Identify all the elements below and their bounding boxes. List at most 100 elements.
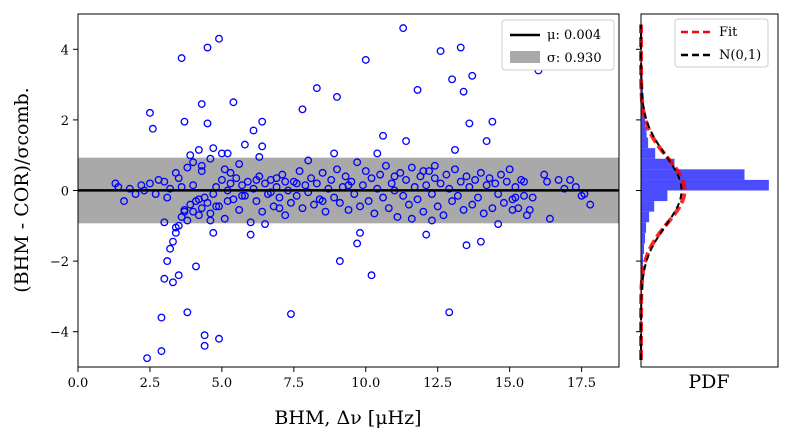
scatter-point	[335, 257, 344, 266]
scatter-point	[243, 177, 252, 186]
scatter-panel: 0.0 2.5 5.0 7.5 10.0 12.5 15.0 17.5 −4 −2 0 2 4 BHM…	[11, 13, 620, 429]
main-legend: μ: 0.004 σ: 0.930	[501, 19, 615, 71]
y-tick-label: −2	[50, 255, 69, 270]
scatter-point	[396, 168, 405, 177]
scatter-point	[459, 87, 468, 96]
scatter-point	[169, 237, 177, 246]
histogram-bar	[641, 328, 643, 339]
scatter-point	[232, 174, 241, 183]
scatter-point	[209, 228, 218, 237]
scatter-point	[197, 204, 206, 213]
scatter-point	[367, 174, 376, 183]
scatter-point	[307, 174, 316, 183]
scatter-point	[425, 167, 434, 176]
scatter-point	[520, 177, 528, 186]
scatter-point	[344, 181, 353, 190]
scatter-point	[203, 119, 212, 128]
scatter-point	[407, 214, 416, 223]
scatter-point	[166, 184, 175, 193]
scatter-point	[169, 278, 177, 287]
scatter-point	[456, 177, 465, 186]
scatter-point	[448, 75, 457, 84]
histogram-bars	[641, 31, 769, 360]
pdf-legend: Fit N(0,1)	[674, 18, 769, 68]
scatter-point	[321, 207, 330, 216]
scatter-point	[261, 179, 269, 188]
scatter-point	[183, 308, 192, 317]
scatter-point	[235, 205, 244, 214]
scatter-point	[384, 204, 393, 213]
scatter-point	[120, 197, 128, 206]
scatter-point	[160, 218, 169, 227]
scatter-point	[462, 241, 471, 250]
scatter-point	[160, 177, 169, 186]
scatter-point	[439, 211, 448, 220]
scatter-point	[249, 126, 258, 135]
scatter-point	[246, 230, 255, 239]
scatter-point	[189, 158, 198, 167]
scatter-point	[370, 209, 379, 218]
x-tick-label: 7.5	[283, 376, 304, 391]
scatter-point	[298, 204, 307, 213]
scatter-point	[445, 184, 454, 193]
scatter-point	[361, 55, 370, 64]
scatter-point	[476, 237, 485, 246]
scatter-point	[488, 204, 497, 213]
scatter-point	[298, 105, 307, 114]
scatter-point	[177, 54, 186, 63]
scatter-point	[226, 179, 235, 188]
scatter-point	[419, 207, 428, 216]
scatter-point	[344, 205, 353, 214]
histogram-bar	[641, 201, 655, 212]
x-tick-label: 5.0	[212, 376, 233, 391]
scatter-point	[407, 163, 416, 172]
scatter-point	[451, 165, 459, 174]
scatter-point	[361, 167, 370, 176]
scatter-points	[111, 24, 595, 363]
scatter-point	[442, 170, 451, 179]
scatter-point	[358, 181, 367, 190]
scatter-point	[223, 197, 232, 206]
scatter-point	[525, 205, 534, 214]
scatter-point	[220, 165, 229, 174]
scatter-point	[451, 145, 459, 154]
scatter-point	[272, 174, 281, 183]
scatter-point	[200, 341, 209, 350]
scatter-point	[471, 175, 480, 184]
scatter-point	[194, 195, 203, 204]
scatter-point	[404, 200, 413, 209]
scatter-point	[318, 168, 327, 177]
pdf-axis-label: PDF	[688, 371, 729, 393]
scatter-point	[456, 43, 465, 52]
scatter-point	[160, 274, 169, 283]
scatter-point	[292, 191, 301, 200]
scatter-point	[186, 151, 195, 160]
scatter-point	[163, 193, 172, 202]
scatter-point	[304, 188, 313, 197]
histogram-bar	[641, 158, 675, 170]
scatter-point	[502, 177, 511, 186]
scatter-point	[249, 184, 258, 193]
scatter-point	[252, 175, 261, 184]
scatter-point	[367, 271, 376, 280]
scatter-point	[229, 98, 238, 107]
scatter-point	[528, 193, 537, 202]
scatter-point	[310, 200, 318, 209]
scatter-point	[393, 213, 402, 221]
scatter-point	[258, 142, 267, 151]
scatter-point	[215, 34, 223, 43]
scatter-point	[189, 207, 198, 216]
x-axis-ticks: 0.0 2.5 5.0 7.5 10.0 12.5 15.0 17.5	[68, 367, 596, 391]
scatter-point	[333, 165, 341, 174]
scatter-point	[223, 149, 232, 158]
scatter-point	[220, 214, 229, 223]
scatter-point	[145, 108, 154, 117]
scatter-point	[286, 198, 295, 207]
scatter-point	[226, 168, 235, 177]
scatter-point	[281, 177, 290, 186]
scatter-point	[255, 153, 264, 161]
scatter-point	[143, 354, 152, 363]
scatter-point	[333, 93, 341, 101]
scatter-point	[281, 211, 290, 220]
x-tick-label: 2.5	[140, 376, 161, 391]
